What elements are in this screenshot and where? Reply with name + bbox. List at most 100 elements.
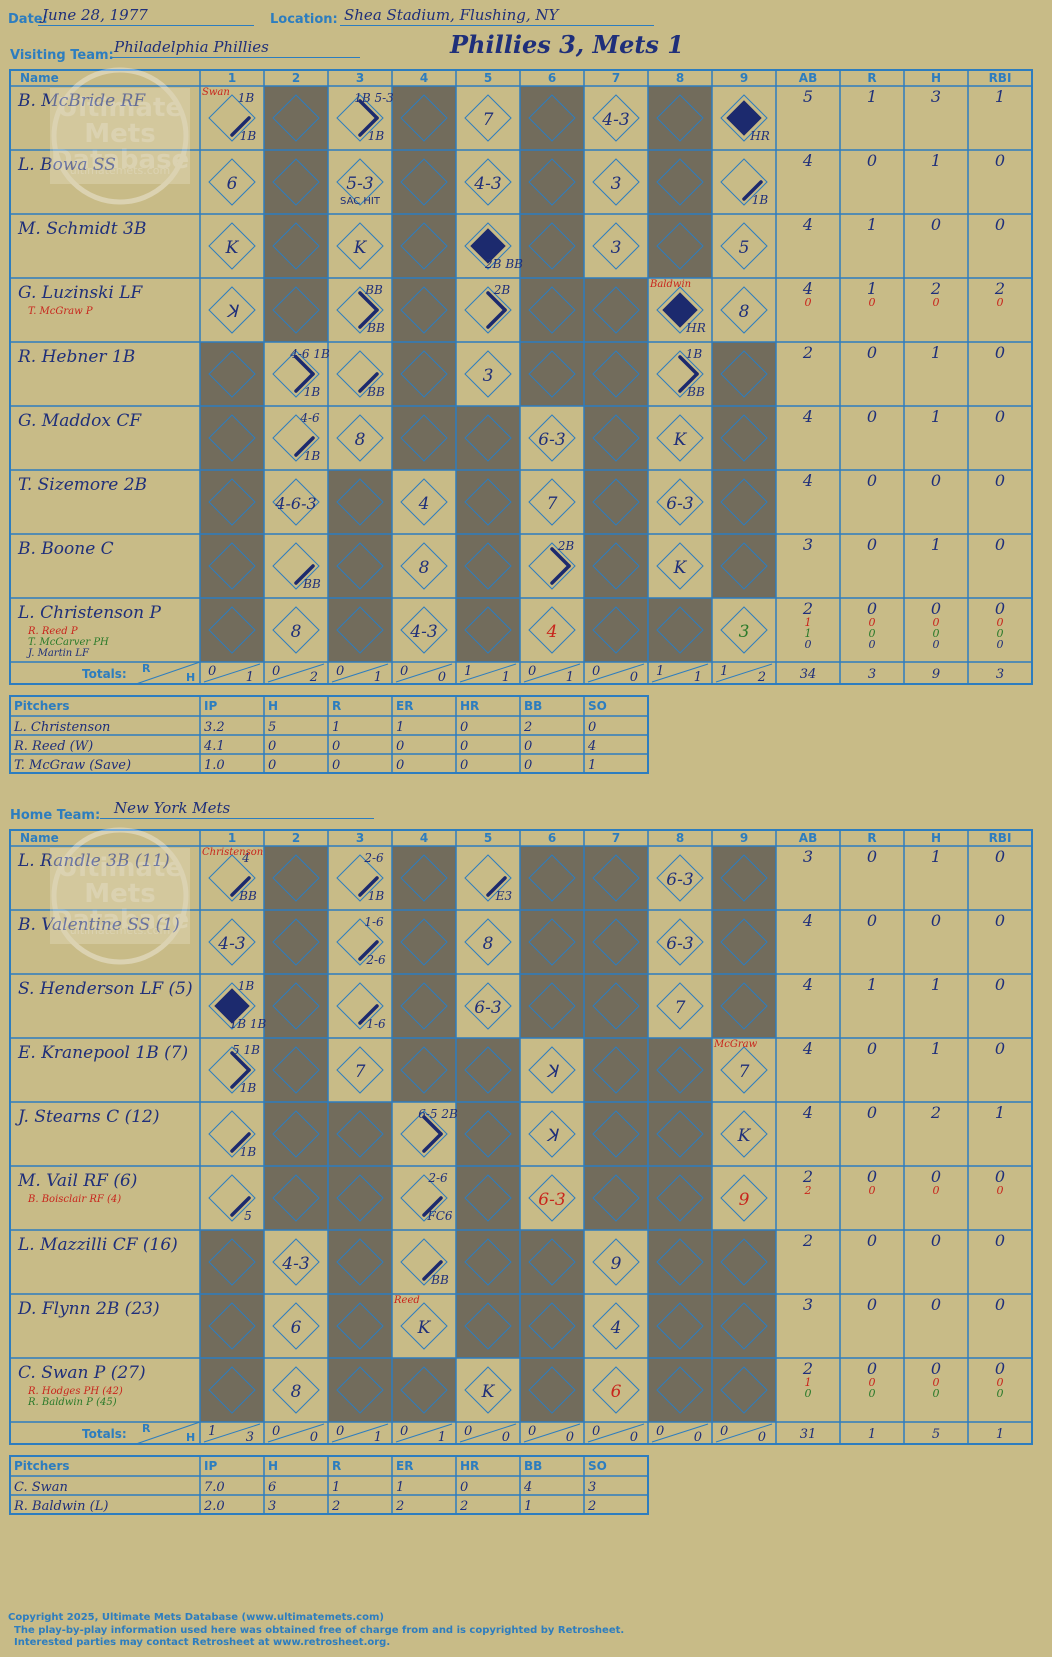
visitor-base-diamond xyxy=(336,414,384,462)
visitor-basepath-line xyxy=(358,372,379,393)
visitor-inning-shade xyxy=(200,342,264,406)
visitor-player-stat: 5 xyxy=(803,87,813,106)
visitor-base-diamond xyxy=(656,606,704,654)
home-base-diamond xyxy=(720,918,768,966)
visitor-player-stat: 1 xyxy=(867,87,877,106)
home-inning-shade xyxy=(392,974,456,1038)
home-inning-shade xyxy=(584,910,648,974)
home-inning-total-slash xyxy=(267,1423,325,1443)
visitor-play-result: 1B xyxy=(368,129,385,143)
home-inning-hits: 0 xyxy=(694,1430,702,1445)
visitor-base-diamond xyxy=(336,350,384,398)
visitor-inning-total-slash xyxy=(715,663,773,683)
home-inning-shade xyxy=(456,1230,520,1294)
visitor-pitcher-stat: 0 xyxy=(268,739,276,754)
home-base-diamond xyxy=(208,918,256,966)
visitor-base-diamond xyxy=(528,158,576,206)
visitor-stat-total: 3 xyxy=(996,667,1004,682)
home-play-result: E3 xyxy=(495,889,513,903)
visitor-play-result: 6 xyxy=(227,174,238,194)
home-player-name: L. Randle 3B (11) xyxy=(17,851,170,871)
game-result-title: Phillies 3, Mets 1 xyxy=(450,30,684,59)
visitor-player-stat: 1 xyxy=(931,407,941,426)
home-base-diamond xyxy=(208,982,256,1030)
visitor-base-diamond xyxy=(400,158,448,206)
home-pitcher-name: C. Swan xyxy=(14,1480,68,1495)
visitor-inning-shade xyxy=(456,534,520,598)
home-player-stat: 3 xyxy=(803,1295,813,1314)
home-player-stat: 0 xyxy=(869,1184,876,1197)
visitor-inning-shade xyxy=(520,278,584,342)
visitor-pitchers-header: IP xyxy=(204,699,217,713)
visitor-base-diamond xyxy=(272,94,320,142)
visitor-base-diamond xyxy=(592,222,640,270)
visitor-pitcher-name: L. Christenson xyxy=(13,720,110,735)
visitor-play-result: 4 xyxy=(418,494,430,514)
home-sub-player-name: R. Hodges PH (42) xyxy=(27,1386,123,1397)
home-base-diamond xyxy=(208,1046,256,1094)
home-play-result: 1-6 xyxy=(366,1017,386,1031)
home-base-diamond xyxy=(272,1174,320,1222)
home-player-stat: 0 xyxy=(933,1376,940,1389)
visitor-inning-runs: 0 xyxy=(528,664,536,679)
visitor-player-stat: 0 xyxy=(997,616,1004,629)
home-inning-shade xyxy=(712,974,776,1038)
home-player-stat: 3 xyxy=(803,847,813,866)
home-base-diamond xyxy=(400,918,448,966)
visitor-base-diamond xyxy=(592,606,640,654)
visitor-player-name: L. Bowa SS xyxy=(17,155,116,175)
home-base-diamond xyxy=(208,1366,256,1414)
home-basepath-line xyxy=(358,876,379,897)
visitor-pitcher-stat: 0 xyxy=(396,739,404,754)
visitor-pitcher-name: R. Reed (W) xyxy=(13,739,93,754)
home-player-stat: 2 xyxy=(802,1231,813,1250)
visitor-pitcher-stat: 1.0 xyxy=(204,758,225,773)
visitor-player-stat: 0 xyxy=(995,215,1005,234)
home-basepath-line xyxy=(422,1196,443,1217)
home-base-diamond xyxy=(720,982,768,1030)
visitor-play-result: 4-3 xyxy=(473,174,501,194)
visitor-inning-shade xyxy=(200,406,264,470)
visitor-run-scored-diamond xyxy=(726,100,762,136)
visitor-base-diamond xyxy=(208,414,256,462)
visitor-pitcher-stat: 0 xyxy=(524,739,532,754)
visitor-inning-shade xyxy=(584,470,648,534)
visitor-player-stat: 0 xyxy=(995,343,1005,362)
visitor-base-diamond xyxy=(656,350,704,398)
visitor-pitchers-header: SO xyxy=(588,699,607,713)
visitor-player-stat: 0 xyxy=(995,407,1005,426)
visitor-pitcher-stat: 0 xyxy=(460,720,468,735)
visitor-base-diamond xyxy=(656,286,704,334)
visitor-base-diamond xyxy=(528,350,576,398)
visitor-inning-shade xyxy=(392,278,456,342)
visitor-play-result: 8 xyxy=(739,302,750,322)
home-play-result: ꓘ xyxy=(546,1126,559,1146)
visitor-inning-runs: 0 xyxy=(400,664,408,679)
visitor-totals-r-label: R xyxy=(142,662,151,675)
home-player-stat: 0 xyxy=(867,1039,877,1058)
home-inning-total-slash xyxy=(459,1423,517,1443)
home-play-result: K xyxy=(737,1126,752,1146)
home-play-result: 7 xyxy=(355,1062,366,1082)
home-inning-total-slash xyxy=(715,1423,773,1443)
home-player-stat: 0 xyxy=(931,1167,941,1186)
visitor-base-diamond xyxy=(656,158,704,206)
home-play-result: 2-6 xyxy=(365,953,386,967)
visitor-pitchers-header: BB xyxy=(524,699,542,713)
home-base-diamond xyxy=(464,918,512,966)
visitor-play-result: 6-3 xyxy=(666,494,693,514)
home-inning-shade xyxy=(520,846,584,910)
home-player-name: D. Flynn 2B (23) xyxy=(17,1299,160,1319)
visitor-inning-hits: 1 xyxy=(374,670,382,685)
home-play-result: 1B xyxy=(368,889,385,903)
home-pitcher-stat: 7.0 xyxy=(204,1480,225,1495)
home-base-diamond xyxy=(272,1302,320,1350)
home-base-diamond xyxy=(656,1238,704,1286)
visitor-stat-total: 3 xyxy=(868,667,876,682)
visitor-inning-shade xyxy=(712,470,776,534)
visitor-pitcher-stat: 0 xyxy=(524,758,532,773)
visitor-player-stat: 0 xyxy=(867,535,877,554)
home-player-stat: 0 xyxy=(995,1039,1005,1058)
